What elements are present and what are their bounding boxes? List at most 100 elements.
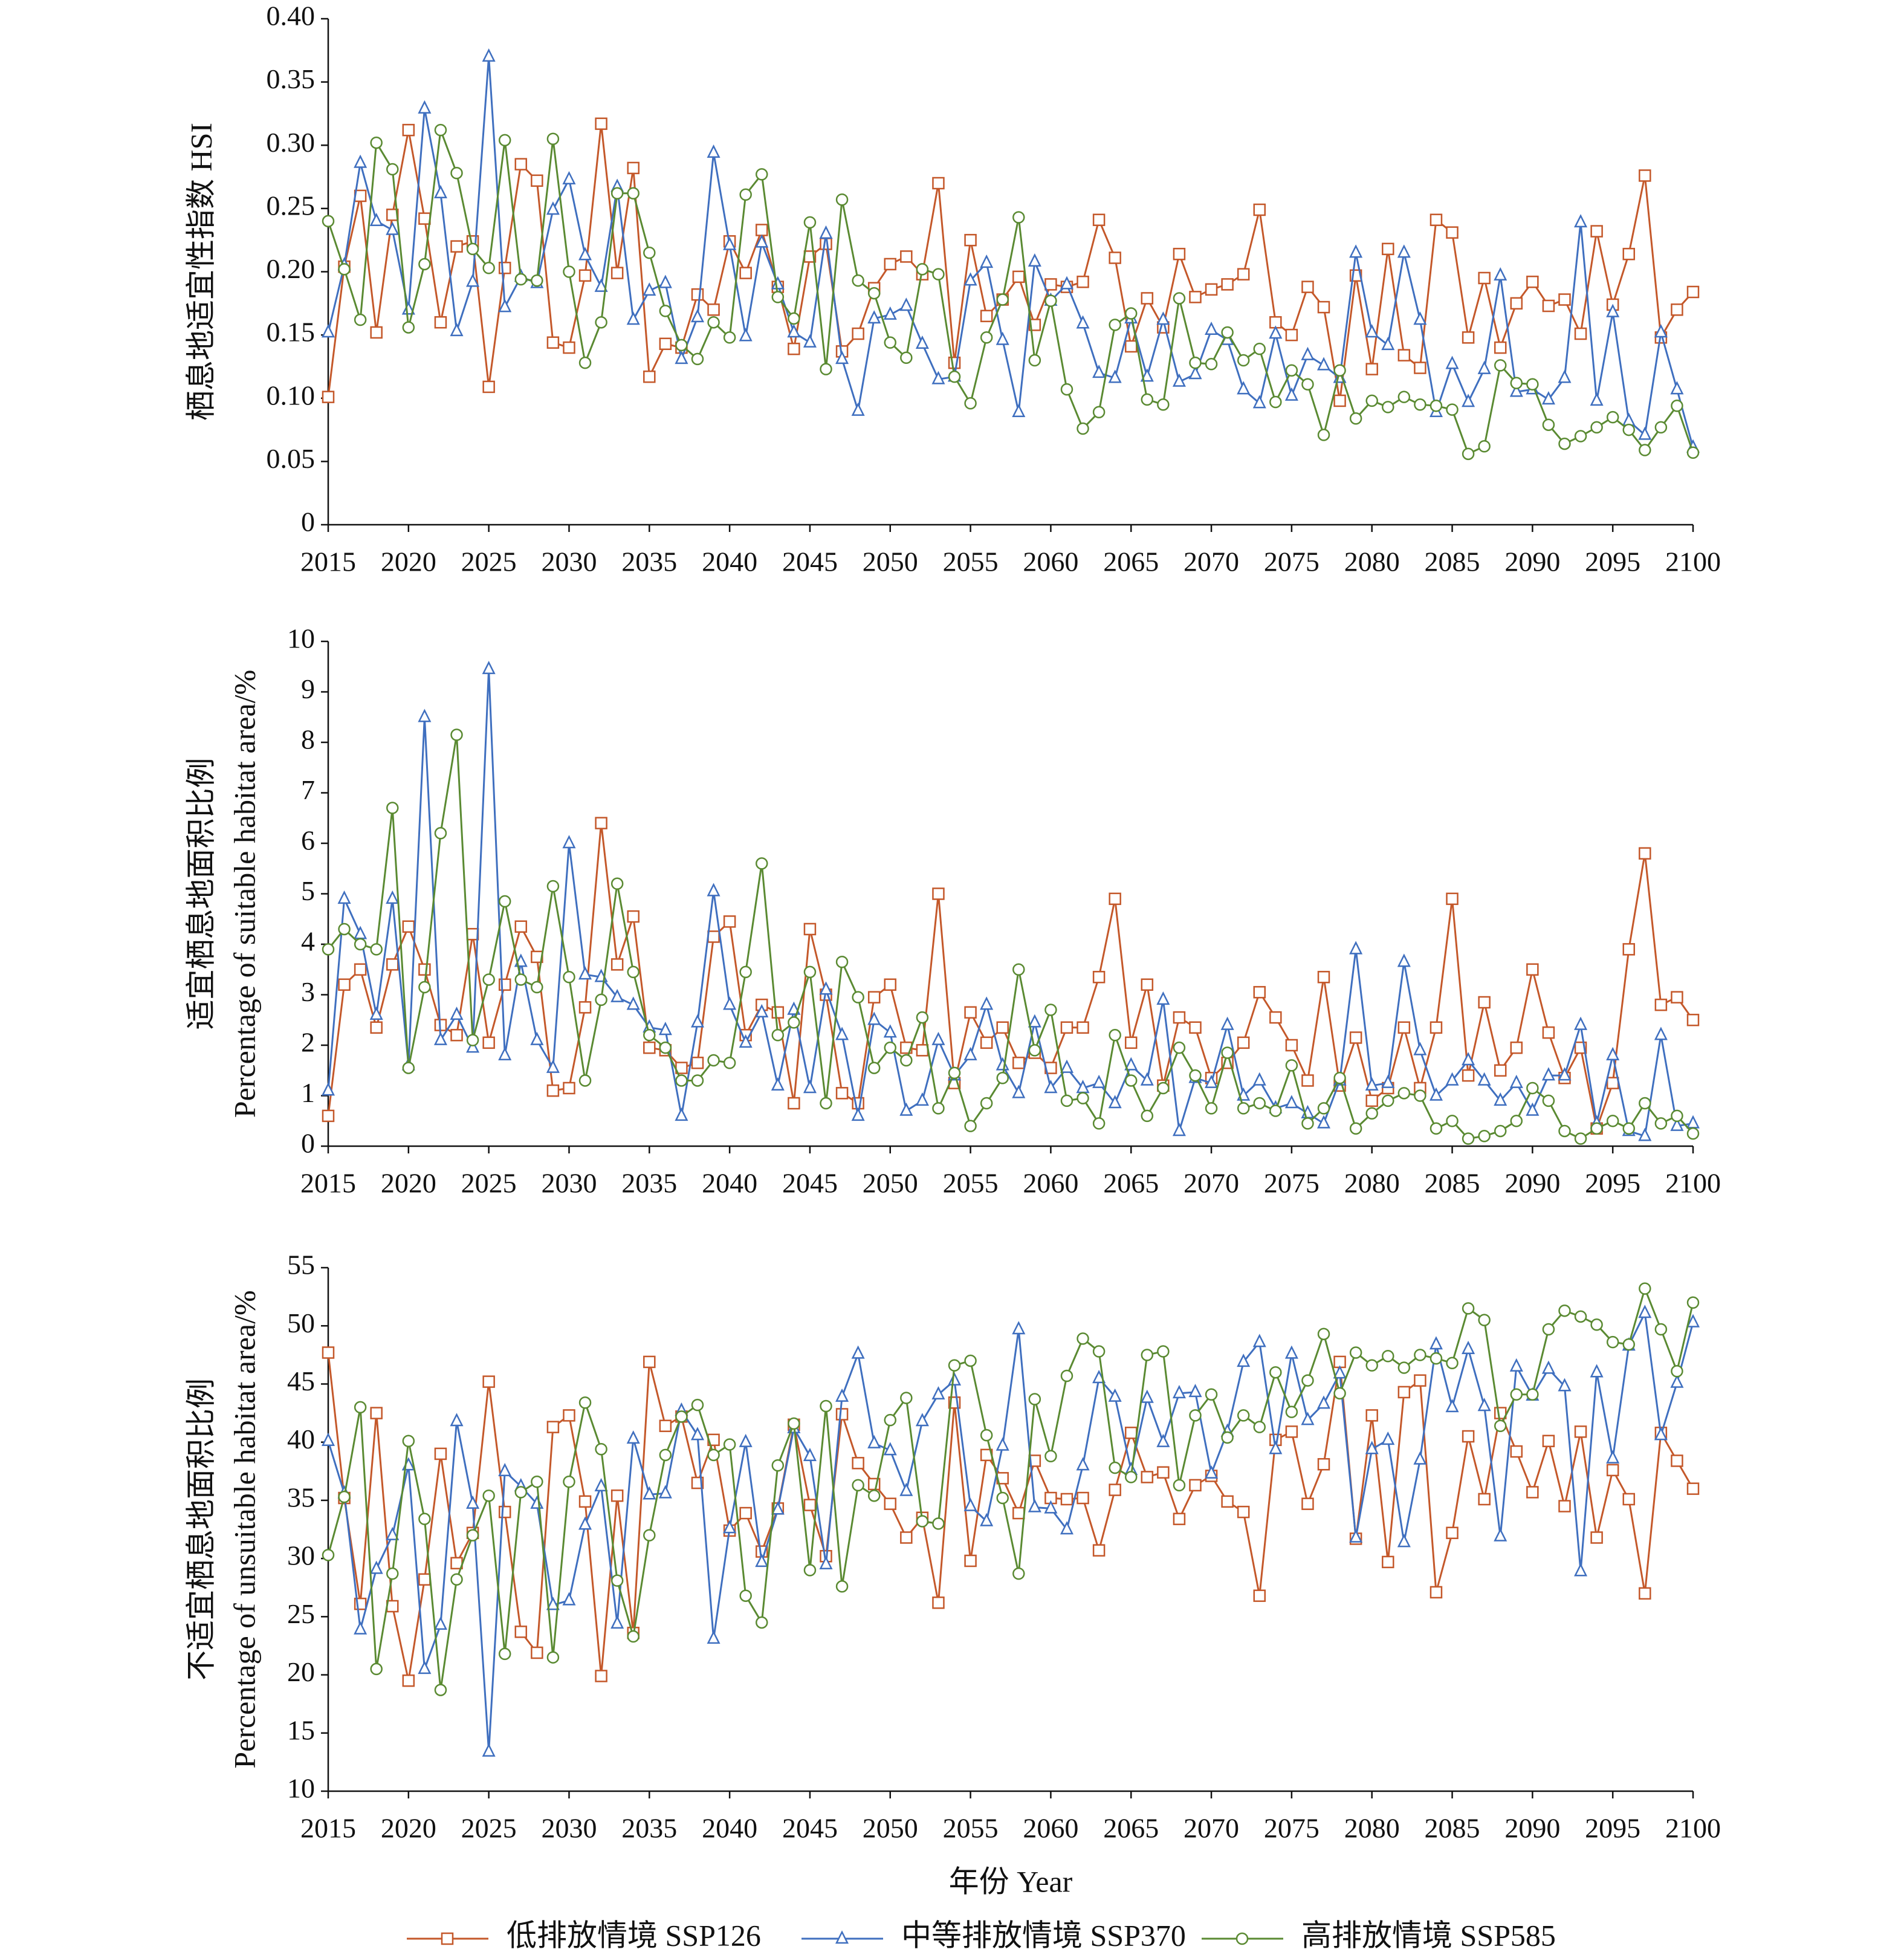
marker-triangle	[610, 1615, 624, 1629]
x-tick-label: 2060	[1023, 1168, 1078, 1199]
marker-square	[1333, 394, 1346, 407]
x-tick-label: 2075	[1264, 546, 1320, 577]
x-tick-label: 2020	[381, 546, 436, 577]
marker-square	[1317, 300, 1330, 314]
x-tick-label: 2050	[863, 546, 918, 577]
marker-square	[338, 978, 351, 991]
marker-triangle	[1477, 360, 1491, 374]
marker-square	[980, 1036, 993, 1049]
marker-square	[322, 1109, 335, 1123]
marker-triangle	[546, 1059, 560, 1073]
marker-circle	[595, 993, 607, 1007]
marker-square	[402, 920, 415, 933]
x-tick-label: 2085	[1425, 1813, 1480, 1844]
marker-triangle	[835, 1930, 849, 1944]
marker-circle	[1510, 377, 1523, 389]
x-tick-label: 2045	[782, 1168, 838, 1199]
marker-square	[546, 1421, 560, 1433]
marker-circle	[1382, 1350, 1394, 1363]
x-tick-label: 2065	[1103, 1813, 1159, 1844]
marker-square	[1141, 978, 1154, 991]
marker-circle	[1012, 963, 1025, 976]
marker-triangle	[1237, 1354, 1251, 1367]
marker-circle	[707, 1448, 720, 1462]
marker-circle	[466, 242, 479, 256]
marker-circle	[450, 728, 463, 741]
marker-square	[916, 1044, 929, 1057]
marker-circle	[1478, 1130, 1491, 1143]
marker-triangle	[963, 1046, 977, 1060]
marker-triangle	[450, 1007, 464, 1020]
marker-square	[788, 1097, 800, 1110]
marker-square	[322, 391, 335, 403]
marker-triangle	[1076, 315, 1090, 329]
marker-triangle	[1108, 1095, 1122, 1109]
y-tick-label: 7	[301, 774, 315, 805]
marker-square	[932, 177, 945, 190]
marker-circle	[1124, 307, 1138, 320]
x-tick-label: 2080	[1344, 1813, 1400, 1844]
marker-circle	[1654, 1323, 1668, 1336]
marker-circle	[322, 215, 335, 228]
marker-square	[1397, 1021, 1411, 1034]
marker-circle	[675, 1410, 688, 1423]
marker-circle	[578, 1074, 592, 1087]
marker-circle	[1205, 358, 1218, 371]
marker-square	[1157, 1466, 1170, 1479]
marker-square	[932, 1596, 945, 1609]
marker-circle	[1510, 1115, 1523, 1127]
marker-square	[1462, 1069, 1475, 1082]
marker-square	[1077, 275, 1089, 288]
marker-circle	[1124, 1074, 1138, 1087]
marker-triangle	[1060, 1521, 1073, 1535]
marker-circle	[1221, 326, 1234, 339]
marker-square	[1109, 1483, 1121, 1496]
marker-triangle	[1494, 1528, 1507, 1542]
marker-circle	[948, 1066, 961, 1080]
marker-square	[835, 1087, 849, 1100]
marker-circle	[402, 1062, 415, 1074]
marker-square	[546, 1084, 560, 1097]
marker-circle	[1317, 1102, 1330, 1115]
marker-circle	[980, 1097, 993, 1110]
marker-circle	[1446, 1115, 1459, 1127]
marker-square	[1237, 1505, 1250, 1519]
marker-circle	[1124, 1471, 1138, 1483]
marker-triangle	[723, 1520, 737, 1534]
series: 高排放情境 SSP585	[322, 123, 1700, 461]
marker-circle	[1478, 1314, 1491, 1326]
marker-circle	[1301, 1374, 1314, 1387]
marker-circle	[1237, 1102, 1250, 1115]
y-tick-label: 5	[301, 875, 315, 906]
marker-circle	[691, 1074, 704, 1087]
y-tick-label: 35	[287, 1482, 315, 1512]
marker-square	[1060, 1493, 1073, 1506]
marker-square	[884, 1497, 897, 1510]
marker-circle	[498, 134, 511, 147]
marker-circle	[820, 1399, 832, 1413]
marker-triangle	[1477, 1398, 1491, 1412]
marker-circle	[546, 132, 560, 146]
marker-circle	[1333, 1387, 1346, 1400]
marker-triangle	[1076, 1457, 1090, 1471]
marker-triangle	[739, 328, 753, 342]
legend-item: 高排放情境 SSP585	[1202, 1918, 1556, 1952]
marker-circle	[1606, 410, 1619, 424]
marker-square	[643, 1355, 656, 1369]
marker-circle	[852, 1479, 864, 1492]
marker-square	[1253, 203, 1266, 216]
marker-square	[964, 1006, 977, 1019]
marker-triangle	[1028, 1499, 1041, 1512]
marker-triangle	[1654, 324, 1668, 338]
marker-triangle	[1622, 412, 1636, 426]
marker-triangle	[1606, 1450, 1620, 1464]
marker-square	[1124, 1427, 1138, 1439]
marker-circle	[1235, 1932, 1249, 1945]
legend-label: 高排放情境 SSP585	[1301, 1918, 1556, 1952]
marker-square	[1077, 1021, 1089, 1034]
y-axis-label: 不适宜栖息地面积比例	[184, 1378, 218, 1681]
marker-square	[1060, 1021, 1073, 1034]
marker-circle	[852, 274, 864, 287]
